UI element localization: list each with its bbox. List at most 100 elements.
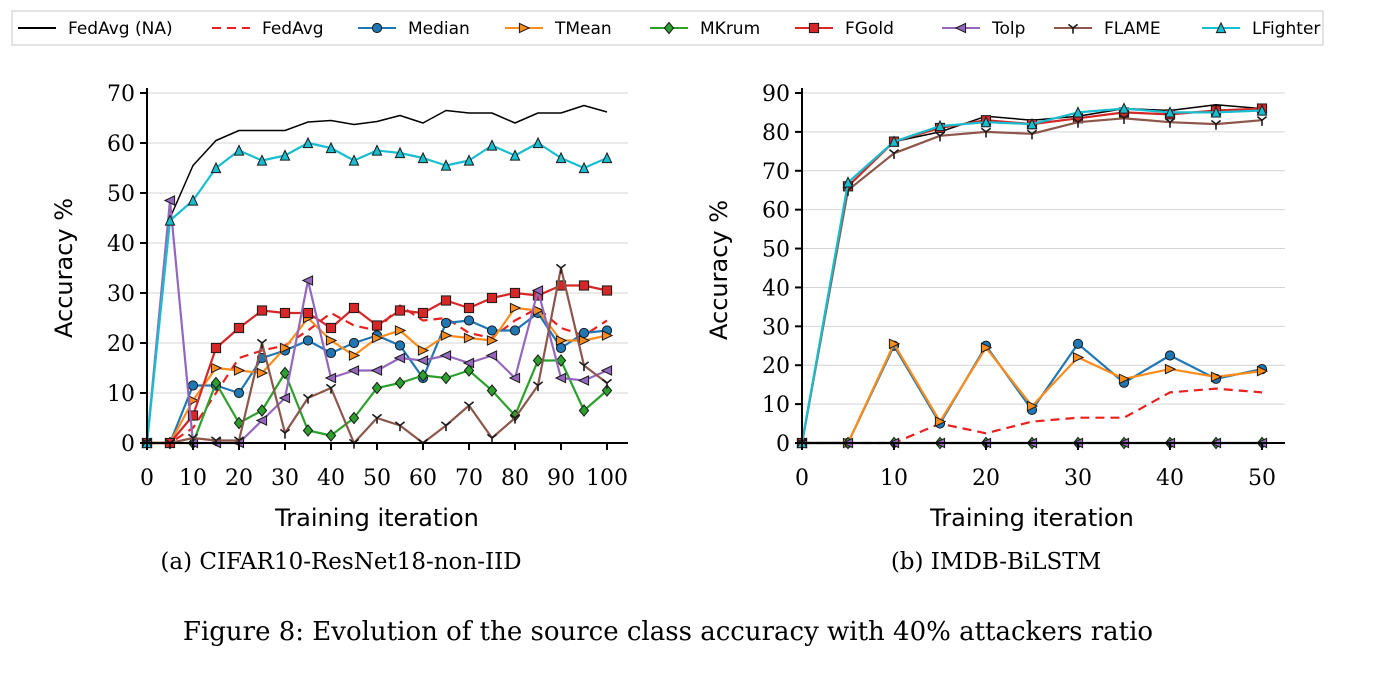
chart-a-point-mkrum: [279, 366, 291, 380]
legend-marker-fgold: [808, 22, 820, 34]
chart-a-point-tolp: [255, 415, 268, 426]
legend-label-tolp: Tolp: [991, 19, 1025, 39]
chart-a-series: [140, 104, 614, 450]
chart-b-y-tick-label: 70: [762, 160, 790, 185]
legend-entry-median: Median: [358, 19, 470, 39]
chart-a-point-fgold: [302, 307, 314, 319]
chart-a-point-fgold: [463, 302, 475, 314]
chart-a-point-lfighter: [440, 159, 452, 171]
chart-b-caption: (b) IMDB-BiLSTM: [891, 549, 1101, 575]
chart-a-point-median: [233, 387, 245, 399]
chart-b-point-tmean: [1118, 373, 1131, 385]
chart-a-point-fgold: [210, 342, 222, 354]
chart-b-point-lfighter: [1210, 106, 1222, 118]
chart-a-point-tmean: [578, 335, 591, 346]
chart-a-x-tick-label: 90: [547, 466, 575, 491]
chart-b-point-lfighter: [934, 119, 946, 132]
chart-a-point-mkrum: [210, 376, 222, 390]
chart-b-point-tmean: [934, 416, 947, 428]
chart-b-x-tick-label: 40: [1156, 466, 1184, 491]
chart-a-point-median: [486, 325, 498, 336]
chart-a-point-fgold: [279, 307, 291, 319]
chart-b-y-tick-label: 80: [762, 121, 790, 146]
legend-entry-flame: FLAME: [1054, 19, 1161, 39]
chart-a-point-tolp: [600, 365, 613, 376]
chart-b-series-flame: [796, 114, 1268, 449]
chart-a-point-tmean: [256, 367, 269, 379]
chart-a-point-tolp: [531, 285, 544, 296]
legend-marker-flame: [1067, 23, 1079, 34]
chart-b-point-flame: [888, 149, 900, 159]
chart-a-point-mkrum: [325, 429, 337, 442]
legend-label-flame: FLAME: [1104, 19, 1161, 39]
chart-a-xlabel: Training iteration: [274, 504, 479, 532]
chart-a-point-mkrum: [394, 376, 406, 390]
chart-a-y-tick-label: 10: [107, 382, 135, 407]
chart-a-point-mkrum: [532, 354, 544, 367]
chart-a-point-flame: [555, 263, 567, 274]
chart-a-y-tick-label: 0: [121, 432, 135, 457]
chart-b-point-tmean: [980, 342, 993, 354]
chart-a-point-mkrum: [256, 404, 268, 417]
chart-b-point-flame: [1164, 117, 1176, 128]
legend-entry-fedavg-na: FedAvg (NA): [18, 19, 173, 39]
chart-b-series: [795, 102, 1269, 450]
legend-label-fedavg: FedAvg: [262, 19, 324, 39]
chart-b-point-median: [1072, 338, 1084, 349]
chart-a-point-tmean: [440, 330, 453, 341]
chart-a-point-lfighter: [578, 161, 590, 174]
chart-b-x-tick-label: 0: [795, 466, 809, 491]
chart-a-point-tmean: [210, 362, 223, 374]
chart-a-point-mkrum: [302, 424, 314, 437]
chart-a-y-tick-label: 50: [107, 182, 135, 207]
chart-a-point-lfighter: [164, 214, 176, 226]
chart-b-point-lfighter: [888, 135, 900, 147]
chart-a-point-median: [348, 337, 360, 349]
chart-a-point-lfighter: [555, 151, 567, 164]
legend-label-median: Median: [408, 19, 470, 39]
chart-a-point-fgold: [187, 410, 199, 421]
chart-a-y-tick-label: 40: [107, 232, 135, 257]
chart-a-point-lfighter: [325, 141, 337, 154]
chart-a-point-tmean: [555, 335, 568, 346]
chart-a-point-lfighter: [256, 154, 268, 166]
chart-a-point-mkrum: [233, 416, 245, 430]
chart-a-point-flame: [601, 378, 613, 389]
chart-a-point-lfighter: [394, 146, 406, 159]
chart-a-ylabel: Accuracy %: [50, 198, 78, 338]
chart-a-x-tick-label: 80: [501, 466, 529, 491]
chart-a-point-tmean: [417, 345, 430, 356]
chart-a-point-mkrum: [601, 384, 613, 397]
chart-a-point-tmean: [279, 342, 292, 354]
chart-a-point-fgold: [371, 320, 383, 331]
chart-b-point-lfighter: [1026, 117, 1038, 130]
chart-a-point-tmean: [348, 350, 361, 361]
chart-a-point-tolp: [416, 355, 429, 366]
chart-a-point-median: [325, 347, 337, 359]
chart-b-point-tmean: [1164, 363, 1177, 375]
chart-b-point-tmean: [1256, 365, 1269, 377]
chart-b-point-flame: [1210, 119, 1222, 130]
chart-a-point-median: [302, 335, 314, 346]
chart-a-series-lfighter: [141, 136, 613, 449]
chart-a-point-fgold: [578, 280, 590, 291]
chart-a-x-tick-label: 60: [409, 466, 437, 491]
chart-b-y-tick-label: 50: [762, 238, 790, 263]
chart-a-x-tick-label: 10: [179, 466, 207, 491]
chart-a-point-fgold: [233, 322, 245, 334]
figure-caption: Figure 8: Evolution of the source class …: [183, 617, 1153, 647]
legend: FedAvg (NA) FedAvg Median TMean MKrum FGold To…: [11, 10, 1324, 46]
chart-a-point-mkrum: [440, 371, 452, 385]
chart-b-xlabel: Training iteration: [929, 504, 1134, 532]
chart-a-point-lfighter: [210, 161, 222, 174]
legend-label-mkrum: MKrum: [700, 19, 760, 39]
legend-marker-tolp: [954, 22, 967, 34]
chart-b-series-lfighter: [796, 102, 1268, 449]
legend-marker-median: [371, 22, 383, 34]
chart-a-point-tolp: [278, 392, 291, 404]
legend-marker-mkrum: [663, 21, 675, 35]
chart-a-x-tick-label: 20: [225, 466, 253, 491]
chart-a-point-flame: [394, 421, 406, 432]
chart-a-point-lfighter: [302, 136, 314, 149]
chart-a-point-lfighter: [601, 151, 613, 164]
